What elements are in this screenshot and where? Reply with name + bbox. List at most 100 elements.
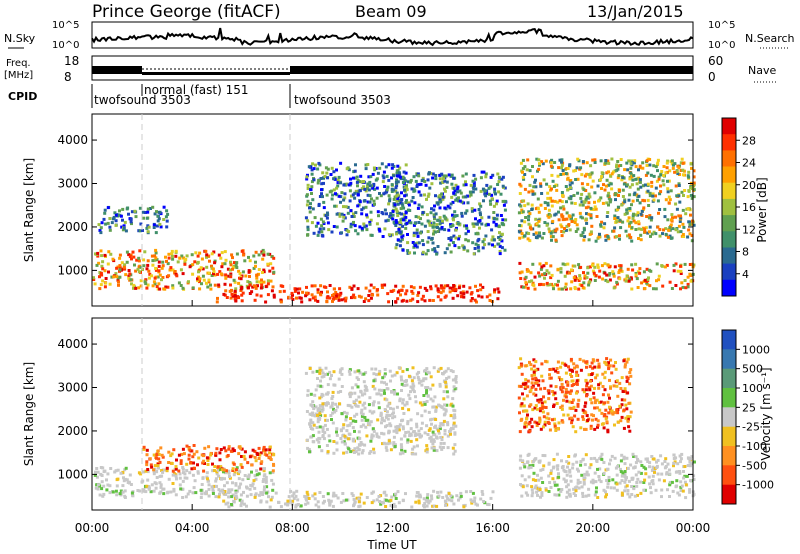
scatter-cell — [401, 406, 405, 410]
scatter-cell — [271, 488, 275, 492]
scatter-cell — [429, 397, 433, 401]
scatter-cell — [541, 379, 545, 383]
scatter-cell — [564, 470, 568, 474]
scatter-cell — [434, 194, 437, 198]
scatter-cell — [584, 453, 588, 457]
scatter-cell — [336, 390, 340, 394]
scatter-cell — [472, 184, 476, 187]
scatter-cell — [166, 212, 170, 216]
scatter-cell — [211, 492, 215, 495]
scatter-cell — [153, 212, 157, 216]
scatter-cell — [609, 486, 613, 490]
scatter-cell — [314, 298, 317, 302]
scatter-cell — [259, 281, 263, 285]
scatter-cell — [307, 448, 311, 452]
scatter-cell — [316, 420, 320, 424]
scatter-cell — [484, 223, 488, 227]
scatter-cell — [595, 215, 599, 218]
scatter-cell — [348, 285, 352, 289]
scatter-cell — [454, 424, 458, 428]
scatter-cell — [549, 196, 553, 200]
scatter-cell — [498, 231, 501, 235]
scatter-cell — [177, 281, 181, 285]
scatter-cell — [356, 287, 360, 291]
scatter-cell — [295, 489, 299, 493]
scatter-cell — [538, 163, 541, 167]
scatter-cell — [429, 435, 433, 439]
scatter-cell — [363, 443, 367, 447]
scatter-cell — [347, 230, 351, 233]
scatter-cell — [413, 221, 417, 225]
scatter-cell — [671, 166, 675, 170]
scatter-cell — [407, 374, 411, 378]
scatter-cell — [287, 295, 291, 299]
scatter-cell — [649, 486, 652, 490]
scatter-cell — [323, 402, 327, 405]
scatter-cell — [326, 492, 330, 496]
scatter-cell — [588, 466, 592, 470]
scatter-cell — [569, 474, 573, 478]
scatter-cell — [564, 479, 568, 483]
scatter-cell — [250, 470, 253, 474]
scatter-cell — [648, 191, 652, 195]
scatter-cell — [539, 407, 542, 411]
scatter-cell — [181, 286, 185, 290]
scatter-cell — [394, 425, 398, 429]
scatter-cell — [540, 362, 544, 366]
scatter-cell — [266, 293, 270, 297]
scatter-cell — [408, 434, 412, 438]
scatter-cell — [538, 274, 542, 278]
scatter-cell — [532, 358, 536, 362]
scatter-cell — [555, 402, 559, 405]
scatter-cell — [453, 449, 457, 453]
scatter-cell — [534, 178, 537, 182]
scatter-cell — [145, 267, 149, 271]
scatter-cell — [326, 211, 329, 215]
scatter-cell — [201, 461, 205, 465]
scatter-cell — [417, 241, 421, 245]
scatter-cell — [317, 505, 321, 509]
scatter-cell — [390, 183, 394, 187]
scatter-cell — [393, 373, 397, 377]
scatter-cell — [616, 164, 620, 168]
scatter-cell — [346, 437, 350, 441]
scatter-cell — [430, 236, 434, 240]
scatter-cell — [131, 493, 134, 497]
scatter-cell — [666, 179, 669, 183]
scatter-cell — [356, 179, 360, 182]
scatter-cell — [98, 287, 102, 291]
scatter-cell — [667, 228, 671, 232]
scatter-cell — [608, 278, 612, 282]
scatter-cell — [675, 479, 679, 483]
scatter-cell — [379, 194, 383, 198]
scatter-cell — [160, 474, 164, 478]
scatter-cell — [428, 186, 432, 190]
scatter-cell — [365, 215, 369, 219]
scatter-cell — [677, 182, 681, 186]
scatter-cell — [234, 483, 238, 487]
scatter-cell — [271, 266, 275, 270]
scatter-cell — [165, 466, 169, 470]
scatter-cell — [451, 378, 455, 382]
scatter-cell — [375, 186, 379, 190]
scatter-cell — [425, 400, 429, 403]
scatter-cell — [522, 463, 526, 466]
scatter-cell — [454, 236, 458, 240]
scatter-cell — [171, 268, 175, 272]
scatter-cell — [317, 204, 321, 207]
scatter-cell — [419, 231, 422, 235]
scatter-cell — [417, 370, 421, 374]
scatter-cell — [601, 372, 605, 376]
scatter-cell — [627, 159, 631, 163]
scatter-cell — [568, 392, 572, 395]
scatter-cell — [394, 224, 398, 227]
scatter-cell — [534, 217, 538, 221]
scatter-cell — [439, 219, 443, 223]
scatter-cell — [409, 385, 413, 389]
scatter-cell — [188, 471, 192, 475]
scatter-cell — [198, 277, 202, 281]
scatter-cell — [435, 427, 439, 431]
scatter-cell — [373, 168, 377, 172]
scatter-cell — [539, 182, 543, 186]
scatter-cell — [348, 189, 352, 193]
